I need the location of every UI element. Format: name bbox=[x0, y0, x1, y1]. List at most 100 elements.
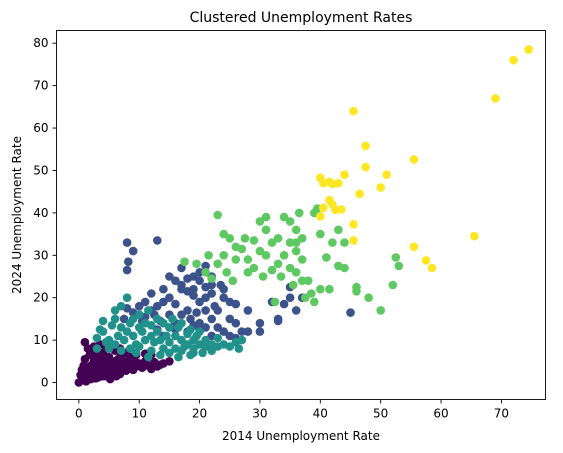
data-point-cluster-3 bbox=[285, 217, 295, 226]
data-point-cluster-1 bbox=[153, 301, 162, 311]
data-point-cluster-1 bbox=[207, 289, 216, 298]
data-point-cluster-3 bbox=[328, 238, 337, 247]
data-point-cluster-3 bbox=[364, 293, 373, 303]
data-point-cluster-3 bbox=[231, 255, 241, 264]
data-point-cluster-1 bbox=[195, 297, 204, 307]
data-point-cluster-1 bbox=[140, 297, 150, 307]
data-point-cluster-0 bbox=[80, 337, 90, 347]
data-point-cluster-3 bbox=[243, 255, 253, 264]
data-point-cluster-2 bbox=[107, 321, 117, 330]
data-point-cluster-2 bbox=[234, 344, 244, 353]
data-point-cluster-3 bbox=[300, 293, 310, 303]
data-point-cluster-1 bbox=[183, 306, 192, 315]
data-point-cluster-3 bbox=[273, 234, 283, 243]
data-point-cluster-2 bbox=[128, 314, 138, 324]
data-point-cluster-3 bbox=[225, 234, 235, 243]
data-point-cluster-3 bbox=[340, 263, 349, 273]
data-point-cluster-1 bbox=[165, 272, 174, 281]
data-point-cluster-3 bbox=[391, 253, 401, 262]
x-tick-label: 0 bbox=[75, 407, 83, 421]
data-point-cluster-2 bbox=[165, 348, 174, 358]
data-point-cluster-2 bbox=[122, 293, 132, 303]
data-point-cluster-2 bbox=[156, 350, 165, 360]
data-point-cluster-4 bbox=[409, 155, 419, 164]
data-point-cluster-1 bbox=[201, 282, 210, 292]
data-point-cluster-3 bbox=[291, 238, 301, 247]
data-point-cluster-1 bbox=[279, 299, 289, 309]
data-point-cluster-1 bbox=[128, 246, 138, 256]
y-axis-ticks: 0 10 20 30 40 50 60 70 80 bbox=[33, 36, 57, 390]
data-point-cluster-3 bbox=[279, 251, 289, 260]
data-point-cluster-1 bbox=[147, 289, 156, 298]
x-tick-label: 30 bbox=[252, 407, 267, 421]
data-point-cluster-3 bbox=[204, 251, 213, 260]
x-tick-label: 10 bbox=[132, 407, 147, 421]
data-point-cluster-3 bbox=[291, 268, 301, 277]
data-point-cluster-3 bbox=[270, 297, 280, 307]
data-point-cluster-2 bbox=[177, 335, 186, 345]
data-point-cluster-4 bbox=[491, 94, 500, 103]
data-point-cluster-1 bbox=[291, 306, 301, 315]
y-tick-label: 20 bbox=[33, 291, 48, 305]
data-point-cluster-0 bbox=[97, 352, 107, 362]
data-point-cluster-2 bbox=[156, 335, 165, 345]
data-point-cluster-3 bbox=[352, 282, 361, 292]
data-point-cluster-1 bbox=[195, 276, 204, 286]
data-point-cluster-1 bbox=[243, 327, 253, 336]
data-point-cluster-2 bbox=[134, 310, 144, 320]
data-point-cluster-4 bbox=[427, 263, 437, 273]
data-point-cluster-2 bbox=[98, 316, 108, 326]
data-point-cluster-3 bbox=[222, 268, 231, 277]
data-point-cluster-3 bbox=[325, 284, 334, 294]
data-point-cluster-3 bbox=[213, 210, 222, 220]
data-point-cluster-2 bbox=[195, 327, 204, 336]
data-point-cluster-2 bbox=[186, 325, 195, 334]
data-point-cluster-2 bbox=[159, 318, 168, 328]
data-point-cluster-1 bbox=[213, 323, 222, 332]
data-point-cluster-3 bbox=[294, 208, 304, 218]
x-tick-label: 60 bbox=[433, 407, 448, 421]
data-point-cluster-1 bbox=[219, 284, 228, 294]
data-point-cluster-2 bbox=[92, 344, 102, 353]
x-axis-ticks: 0 10 20 30 40 50 60 70 bbox=[75, 399, 509, 421]
data-point-cluster-4 bbox=[361, 162, 370, 172]
data-point-cluster-4 bbox=[355, 189, 364, 199]
x-axis-label: 2014 Unemployment Rate bbox=[222, 429, 380, 443]
data-point-cluster-2 bbox=[225, 342, 235, 351]
data-point-cluster-2 bbox=[237, 335, 247, 345]
data-point-cluster-1 bbox=[225, 331, 235, 341]
data-point-cluster-2 bbox=[119, 335, 129, 345]
data-point-cluster-2 bbox=[110, 314, 120, 324]
data-point-cluster-3 bbox=[291, 246, 301, 256]
data-point-cluster-1 bbox=[189, 291, 198, 300]
y-tick-label: 30 bbox=[33, 248, 48, 262]
data-point-cluster-3 bbox=[340, 238, 349, 247]
data-point-cluster-1 bbox=[159, 297, 168, 307]
data-point-cluster-0 bbox=[85, 350, 94, 360]
data-point-cluster-3 bbox=[376, 306, 386, 315]
data-point-cluster-4 bbox=[361, 141, 370, 151]
data-point-cluster-2 bbox=[95, 325, 105, 334]
data-point-cluster-2 bbox=[174, 352, 183, 362]
data-point-cluster-2 bbox=[131, 348, 141, 358]
y-tick-label: 0 bbox=[41, 376, 49, 390]
data-point-cluster-2 bbox=[92, 333, 102, 343]
data-point-cluster-3 bbox=[276, 272, 286, 281]
data-point-cluster-3 bbox=[285, 263, 295, 273]
data-point-cluster-1 bbox=[201, 306, 210, 315]
data-point-cluster-3 bbox=[279, 212, 289, 222]
data-point-cluster-3 bbox=[291, 225, 301, 235]
data-point-cluster-3 bbox=[267, 265, 277, 275]
data-point-cluster-3 bbox=[288, 280, 298, 290]
x-tick-label: 40 bbox=[313, 407, 328, 421]
chart-title: Clustered Unemployment Rates bbox=[190, 10, 413, 26]
data-point-cluster-3 bbox=[285, 238, 295, 247]
data-point-cluster-2 bbox=[165, 323, 174, 332]
data-point-cluster-3 bbox=[322, 253, 331, 262]
data-point-cluster-3 bbox=[213, 259, 222, 269]
data-point-cluster-0 bbox=[76, 370, 85, 380]
data-point-cluster-3 bbox=[240, 234, 250, 243]
data-point-cluster-3 bbox=[249, 263, 259, 273]
data-point-cluster-1 bbox=[273, 316, 283, 326]
